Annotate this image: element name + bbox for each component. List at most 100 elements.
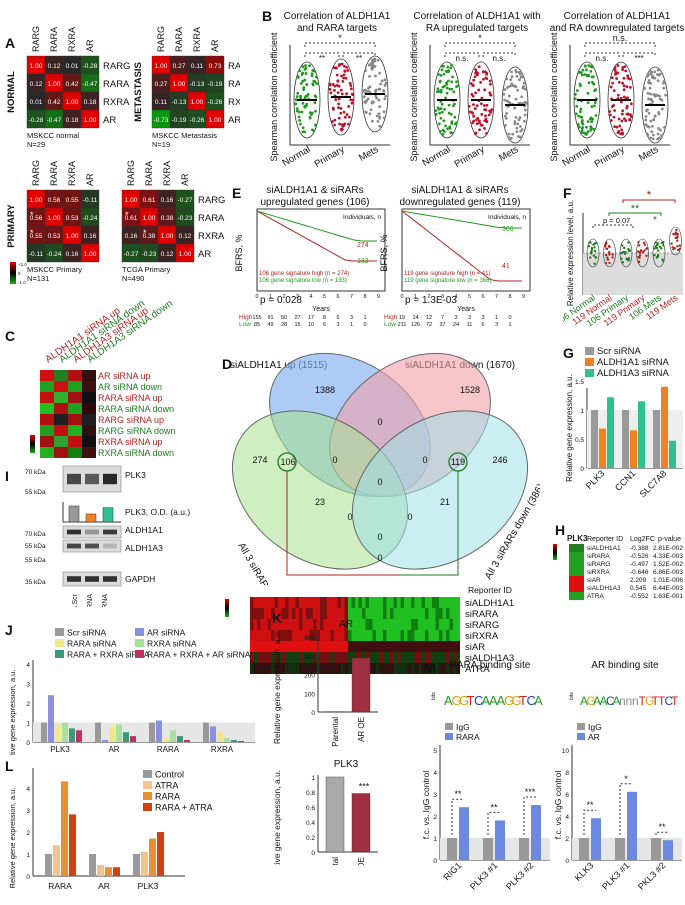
plot-title: Correlation of ALDH1A1 with xyxy=(413,11,540,22)
data-point xyxy=(670,243,672,245)
data-point xyxy=(441,103,444,106)
data-point xyxy=(343,73,346,76)
y-axis-label: Spearman correlation coefficient xyxy=(269,32,279,161)
heatmap-cell xyxy=(261,619,265,630)
data-point xyxy=(511,133,514,136)
data-point xyxy=(341,128,344,131)
plot-title: RARA binding site xyxy=(450,660,531,671)
data-point xyxy=(308,64,311,67)
heatmap-cell xyxy=(429,608,433,619)
heatmap-cell-value: 0.01 xyxy=(30,99,43,106)
legend-text: RARA + RXRA + AR siRNA xyxy=(147,650,251,660)
y-tick-label: 0.5 xyxy=(575,437,584,444)
heatmap-cell xyxy=(415,597,419,608)
risk-value: 19 xyxy=(399,315,405,321)
sig-bracket xyxy=(445,43,515,47)
heatmap-cell xyxy=(40,370,54,381)
x-tick-label: Mets xyxy=(497,144,521,164)
legend-swatch xyxy=(445,733,453,740)
heatmap-cell xyxy=(394,597,398,608)
sig-label: n.s. xyxy=(456,54,469,63)
data-point xyxy=(311,83,314,86)
heatmap-cell xyxy=(443,608,447,619)
data-point xyxy=(649,87,652,90)
heatmap-cell xyxy=(261,652,265,663)
heatmap-row-label: RARA siRNA up xyxy=(98,393,163,403)
data-point xyxy=(577,123,580,126)
risk-value: 15 xyxy=(294,322,300,328)
y-axis-label: Relative gene expression, a.u. xyxy=(8,788,17,889)
heatmap-cell xyxy=(411,608,415,619)
data-point xyxy=(303,130,306,133)
heatmap-cell-value: 0.01 xyxy=(66,63,79,70)
heatmap-cell xyxy=(450,630,454,641)
heatmap-cell xyxy=(457,641,461,652)
heatmap-cell xyxy=(411,597,415,608)
data-point xyxy=(579,108,582,111)
heatmap-cell xyxy=(569,576,584,584)
data-point xyxy=(615,77,618,80)
data-point xyxy=(594,250,596,252)
data-point xyxy=(622,251,624,253)
heatmap-cell xyxy=(450,619,454,630)
data-point xyxy=(337,103,340,106)
heatmap-cell xyxy=(443,619,447,630)
x-tick-label: RIG1 xyxy=(441,860,463,882)
heatmap-cell xyxy=(40,392,54,403)
bar xyxy=(591,410,598,468)
data-point xyxy=(300,82,303,85)
bar xyxy=(483,838,493,860)
heatmap-cell-value: 1.00 xyxy=(143,215,156,222)
heatmap-cell xyxy=(355,597,359,608)
blot-band xyxy=(103,576,117,582)
heatmap-cell xyxy=(432,608,436,619)
bar xyxy=(69,814,76,876)
data-point xyxy=(441,69,444,72)
x-tick-label: 0 xyxy=(255,294,258,300)
heatmap-cell xyxy=(422,608,426,619)
legend-text: IgG xyxy=(456,722,470,732)
data-point xyxy=(315,76,318,79)
heatmap-cell-value: 1.00 xyxy=(125,197,138,204)
data-point xyxy=(437,73,440,76)
data-point xyxy=(623,77,626,80)
data-point xyxy=(643,242,645,244)
heatmap-cell-value: -0.24 xyxy=(83,215,98,222)
data-point xyxy=(589,118,592,121)
heatmap-cell xyxy=(261,663,265,674)
scale-label: 0 xyxy=(18,271,21,276)
heatmap-cell-value: 1.00 xyxy=(30,197,43,204)
x-tick-label: 3 xyxy=(441,294,444,300)
data-point xyxy=(661,242,663,244)
data-point xyxy=(302,86,305,89)
data-point xyxy=(611,256,613,258)
heatmap-cell xyxy=(306,597,310,608)
data-point xyxy=(581,131,584,134)
x-tick-label: 1 xyxy=(269,294,272,300)
heatmap-cell xyxy=(422,619,426,630)
data-point xyxy=(608,246,610,248)
data-point xyxy=(483,127,486,130)
heatmap-cell-value: -0.11 xyxy=(83,197,98,204)
legend-swatch xyxy=(55,639,64,647)
y-axis-label: f.c. vs. IgG control xyxy=(553,771,563,840)
data-point xyxy=(338,123,341,126)
heatmap-cell xyxy=(425,641,429,652)
x-tick-label: AR xyxy=(98,881,110,891)
heatmap-cell xyxy=(429,619,433,630)
x-tick-label: Mets xyxy=(357,144,381,164)
data-point xyxy=(301,73,304,76)
data-point xyxy=(305,72,308,75)
data-point xyxy=(657,69,660,72)
bar xyxy=(163,738,169,742)
data-point xyxy=(369,85,372,88)
x-tick-label: CCN1 xyxy=(613,468,637,492)
legend-text: ALDH1A3 siRNA xyxy=(597,368,669,379)
data-point xyxy=(508,95,511,98)
heatmap-cell xyxy=(254,597,258,608)
data-point xyxy=(449,67,452,70)
x-tick-label: 5 xyxy=(323,294,326,300)
